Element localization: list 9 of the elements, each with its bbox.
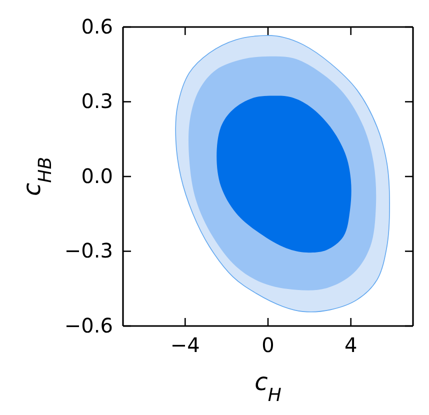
x-tick-label: 0 (262, 333, 274, 358)
y-tick-label: −0.3 (64, 238, 113, 263)
x-axis-title: c$_{H}$ (254, 368, 282, 406)
y-tick-label: 0.6 (81, 14, 113, 38)
y-tick-label: 0.3 (81, 89, 113, 114)
y-tick-label: −0.6 (64, 313, 113, 338)
y-tick-label: 0.0 (81, 164, 113, 188)
x-tick-label: 4 (344, 333, 358, 358)
x-tick-label: −4 (170, 333, 200, 358)
